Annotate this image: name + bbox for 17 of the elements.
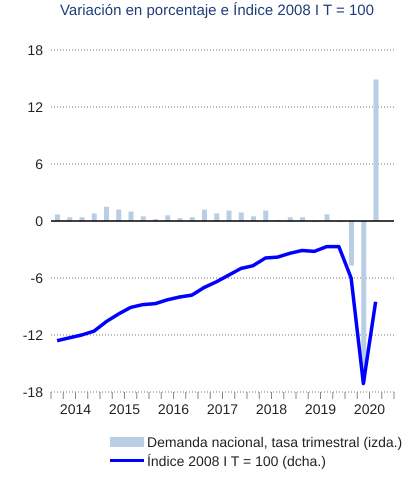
legend-label: Índice 2008 I T = 100 (dcha.) bbox=[147, 452, 326, 468]
x-tick-label: 2015 bbox=[108, 401, 140, 417]
x-tick-label: 2018 bbox=[256, 401, 288, 417]
y-tick-label: 18 bbox=[27, 42, 44, 58]
y-tick-label: 0 bbox=[35, 212, 44, 229]
chart-title: Variación en porcentaje e Índice 2008 I T = 100 bbox=[60, 2, 374, 19]
x-tick-label: 2016 bbox=[158, 401, 190, 417]
y-tick-label: 6 bbox=[35, 156, 44, 172]
y-tick-label: -12 bbox=[22, 326, 44, 343]
legend-label: Demanda nacional, tasa trimestral (izda.) bbox=[147, 434, 402, 450]
y-tick-label: -6 bbox=[30, 270, 44, 286]
x-tick-label: 2020 bbox=[354, 401, 386, 417]
y-tick-label: -18 bbox=[22, 384, 44, 400]
x-tick-label: 2017 bbox=[206, 401, 238, 417]
y-tick-label: 12 bbox=[27, 98, 44, 115]
x-tick-label: 2019 bbox=[304, 401, 336, 417]
x-tick-label: 2014 bbox=[60, 401, 92, 417]
